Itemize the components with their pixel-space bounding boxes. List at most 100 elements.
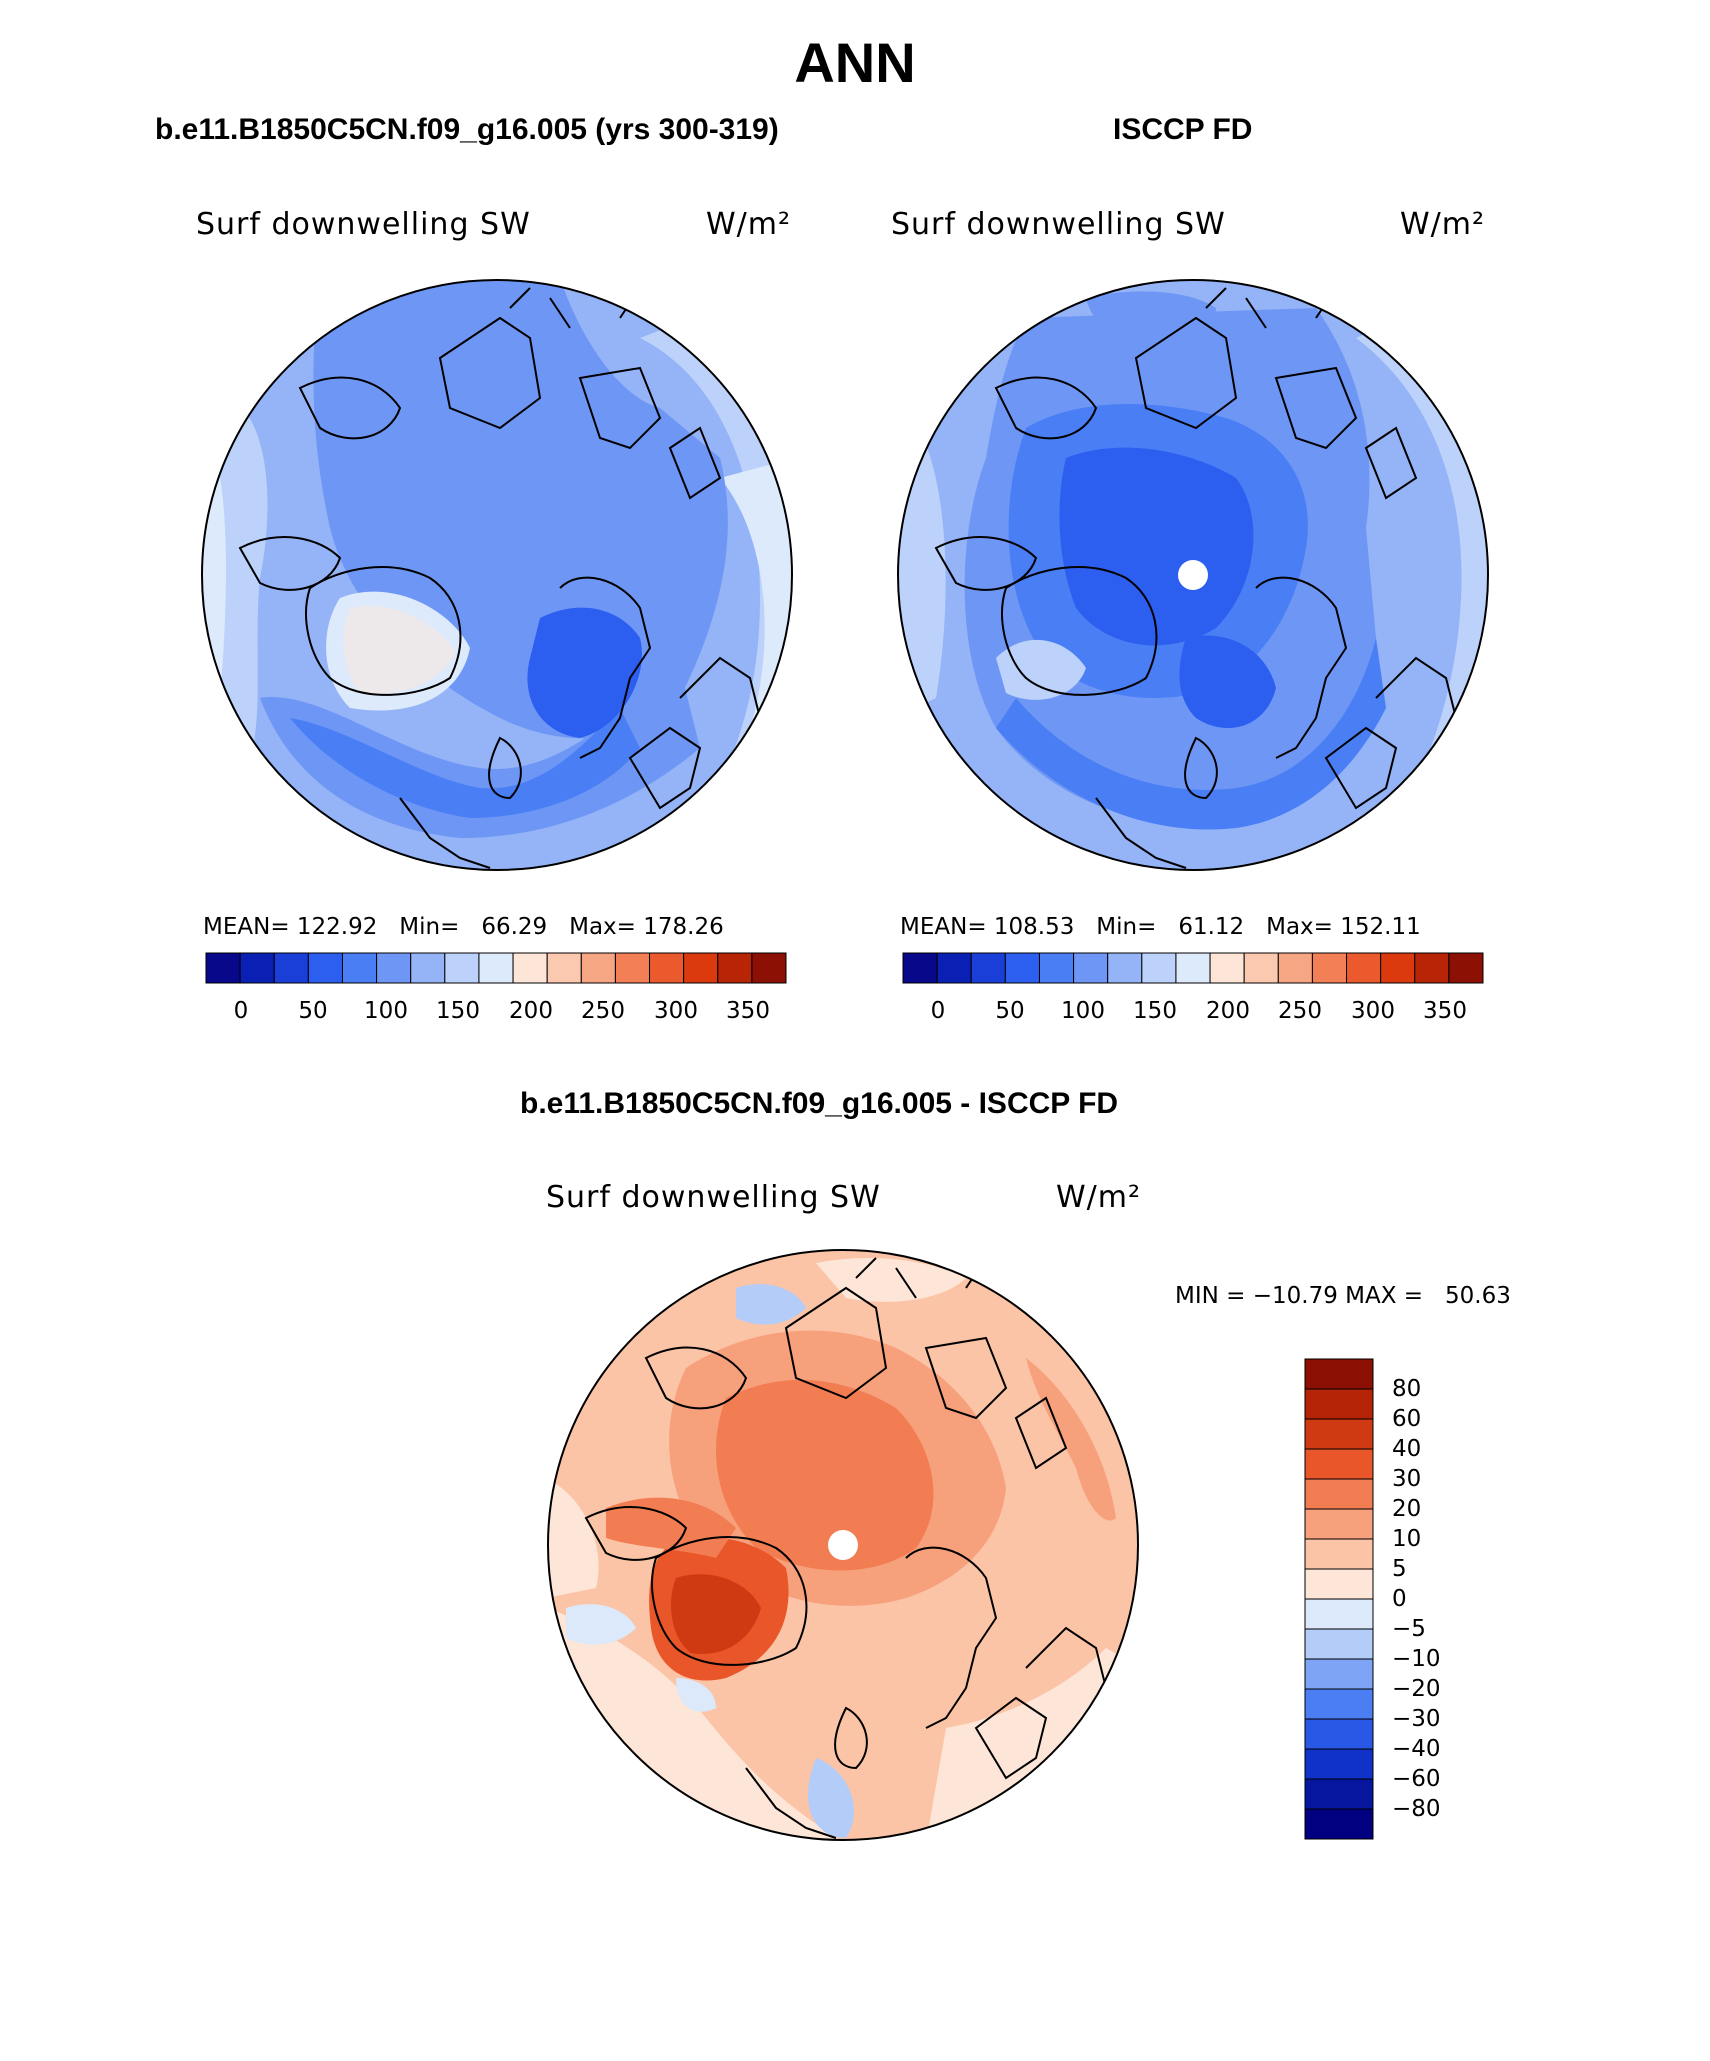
colorbar-swatch	[273, 952, 309, 984]
diff-tick: −80	[1392, 1796, 1441, 1822]
diff-tick: −10	[1392, 1646, 1441, 1672]
panel-1-tick: 100	[364, 998, 408, 1024]
colorbar-swatch	[580, 952, 616, 984]
colorbar-swatch	[1304, 1598, 1374, 1630]
colorbar-swatch	[410, 952, 446, 984]
colorbar-swatch	[1346, 952, 1382, 984]
diff-tick: −5	[1392, 1616, 1426, 1642]
panel-1-tick: 250	[581, 998, 625, 1024]
colorbar-swatch	[307, 952, 343, 984]
panel-2-tick: 100	[1061, 998, 1105, 1024]
diff-tick: −20	[1392, 1676, 1441, 1702]
panel-2-colorbar	[902, 952, 1484, 984]
diff-tick: 30	[1392, 1466, 1422, 1492]
panel-1-title: b.e11.B1850C5CN.f09_g16.005 (yrs 300-319…	[155, 113, 779, 146]
panel-1-tick: 200	[509, 998, 553, 1024]
panel-1-tick: 0	[233, 998, 249, 1024]
colorbar-swatch	[649, 952, 685, 984]
colorbar-swatch	[1304, 1628, 1374, 1660]
panel-1-variable-label: Surf downwelling SW	[196, 207, 531, 242]
colorbar-swatch	[751, 952, 787, 984]
colorbar-swatch	[512, 952, 548, 984]
diff-tick: 20	[1392, 1496, 1422, 1522]
colorbar-swatch	[1304, 1718, 1374, 1750]
panel-2-variable-label: Surf downwelling SW	[891, 207, 1226, 242]
colorbar-swatch	[1277, 952, 1313, 984]
colorbar-swatch	[376, 952, 412, 984]
colorbar-swatch	[1107, 952, 1143, 984]
diff-statistics: MIN = −10.79 MAX = 50.63	[1175, 1283, 1511, 1309]
colorbar-swatch	[1304, 1778, 1374, 1810]
colorbar-swatch	[1304, 1508, 1374, 1540]
panel-2-tick: 0	[930, 998, 946, 1024]
colorbar-swatch	[1304, 1568, 1374, 1600]
colorbar-swatch	[1304, 1748, 1374, 1780]
colorbar-swatch	[1243, 952, 1279, 984]
colorbar-swatch	[1209, 952, 1245, 984]
colorbar-swatch	[1380, 952, 1416, 984]
panel-1-statistics: MEAN= 122.92 Min= 66.29 Max= 178.26	[203, 914, 724, 940]
colorbar-swatch	[478, 952, 514, 984]
colorbar-swatch	[1304, 1388, 1374, 1420]
colorbar-swatch	[902, 952, 938, 984]
diff-tick: 60	[1392, 1406, 1422, 1432]
panel-1-tick: 150	[436, 998, 480, 1024]
colorbar-swatch	[1311, 952, 1348, 984]
colorbar-swatch	[970, 952, 1006, 984]
diff-tick: 5	[1392, 1556, 1407, 1582]
panel-2-units: W/m²	[1400, 207, 1486, 242]
panel-1-units: W/m²	[706, 207, 792, 242]
colorbar-swatch	[1448, 952, 1484, 984]
panel-2-tick: 250	[1278, 998, 1322, 1024]
colorbar-swatch	[1141, 952, 1177, 984]
panel-1-colorbar	[205, 952, 787, 984]
panel-1-polar-map	[201, 279, 793, 871]
colorbar-swatch	[1038, 952, 1075, 984]
panel-2-tick: 50	[995, 998, 1025, 1024]
colorbar-swatch	[205, 952, 241, 984]
diff-tick: 0	[1392, 1586, 1407, 1612]
colorbar-swatch	[936, 952, 972, 984]
panel-1-tick: 50	[298, 998, 328, 1024]
panel-2-tick: 350	[1423, 998, 1467, 1024]
colorbar-swatch	[683, 952, 719, 984]
diff-variable-label: Surf downwelling SW	[546, 1180, 881, 1215]
panel-2-polar-map	[897, 279, 1489, 871]
colorbar-swatch	[1004, 952, 1040, 984]
panel-1-tick: 300	[654, 998, 698, 1024]
colorbar-swatch	[1304, 1358, 1374, 1390]
diff-tick: 80	[1392, 1376, 1422, 1402]
panel-2-tick: 150	[1133, 998, 1177, 1024]
main-title: ANN	[794, 31, 916, 94]
colorbar-swatch	[1304, 1688, 1374, 1720]
panel-2-tick: 300	[1351, 998, 1395, 1024]
colorbar-swatch	[1175, 952, 1211, 984]
panel-1-tick: 350	[726, 998, 770, 1024]
colorbar-swatch	[1304, 1658, 1374, 1690]
diff-tick: 40	[1392, 1436, 1422, 1462]
colorbar-swatch	[717, 952, 753, 984]
panel-2-tick: 200	[1206, 998, 1250, 1024]
colorbar-swatch	[614, 952, 651, 984]
colorbar-swatch	[444, 952, 480, 984]
colorbar-swatch	[1304, 1448, 1374, 1480]
colorbar-swatch	[341, 952, 378, 984]
colorbar-swatch	[1304, 1478, 1374, 1510]
diff-tick: −40	[1392, 1736, 1441, 1762]
colorbar-swatch	[1073, 952, 1109, 984]
colorbar-swatch	[546, 952, 582, 984]
panel-2-statistics: MEAN= 108.53 Min= 61.12 Max= 152.11	[900, 914, 1421, 940]
diff-polar-map	[547, 1249, 1139, 1841]
colorbar-swatch	[1304, 1808, 1374, 1840]
colorbar-swatch	[1304, 1538, 1374, 1570]
colorbar-swatch	[1304, 1418, 1374, 1450]
panel-2-title: ISCCP FD	[1113, 113, 1253, 146]
colorbar-swatch	[239, 952, 275, 984]
diff-units: W/m²	[1056, 1180, 1142, 1215]
diff-tick: 10	[1392, 1526, 1422, 1552]
diff-colorbar	[1304, 1358, 1374, 1840]
diff-tick: −60	[1392, 1766, 1441, 1792]
diff-tick: −30	[1392, 1706, 1441, 1732]
diff-title: b.e11.B1850C5CN.f09_g16.005 - ISCCP FD	[520, 1087, 1119, 1120]
colorbar-swatch	[1414, 952, 1450, 984]
